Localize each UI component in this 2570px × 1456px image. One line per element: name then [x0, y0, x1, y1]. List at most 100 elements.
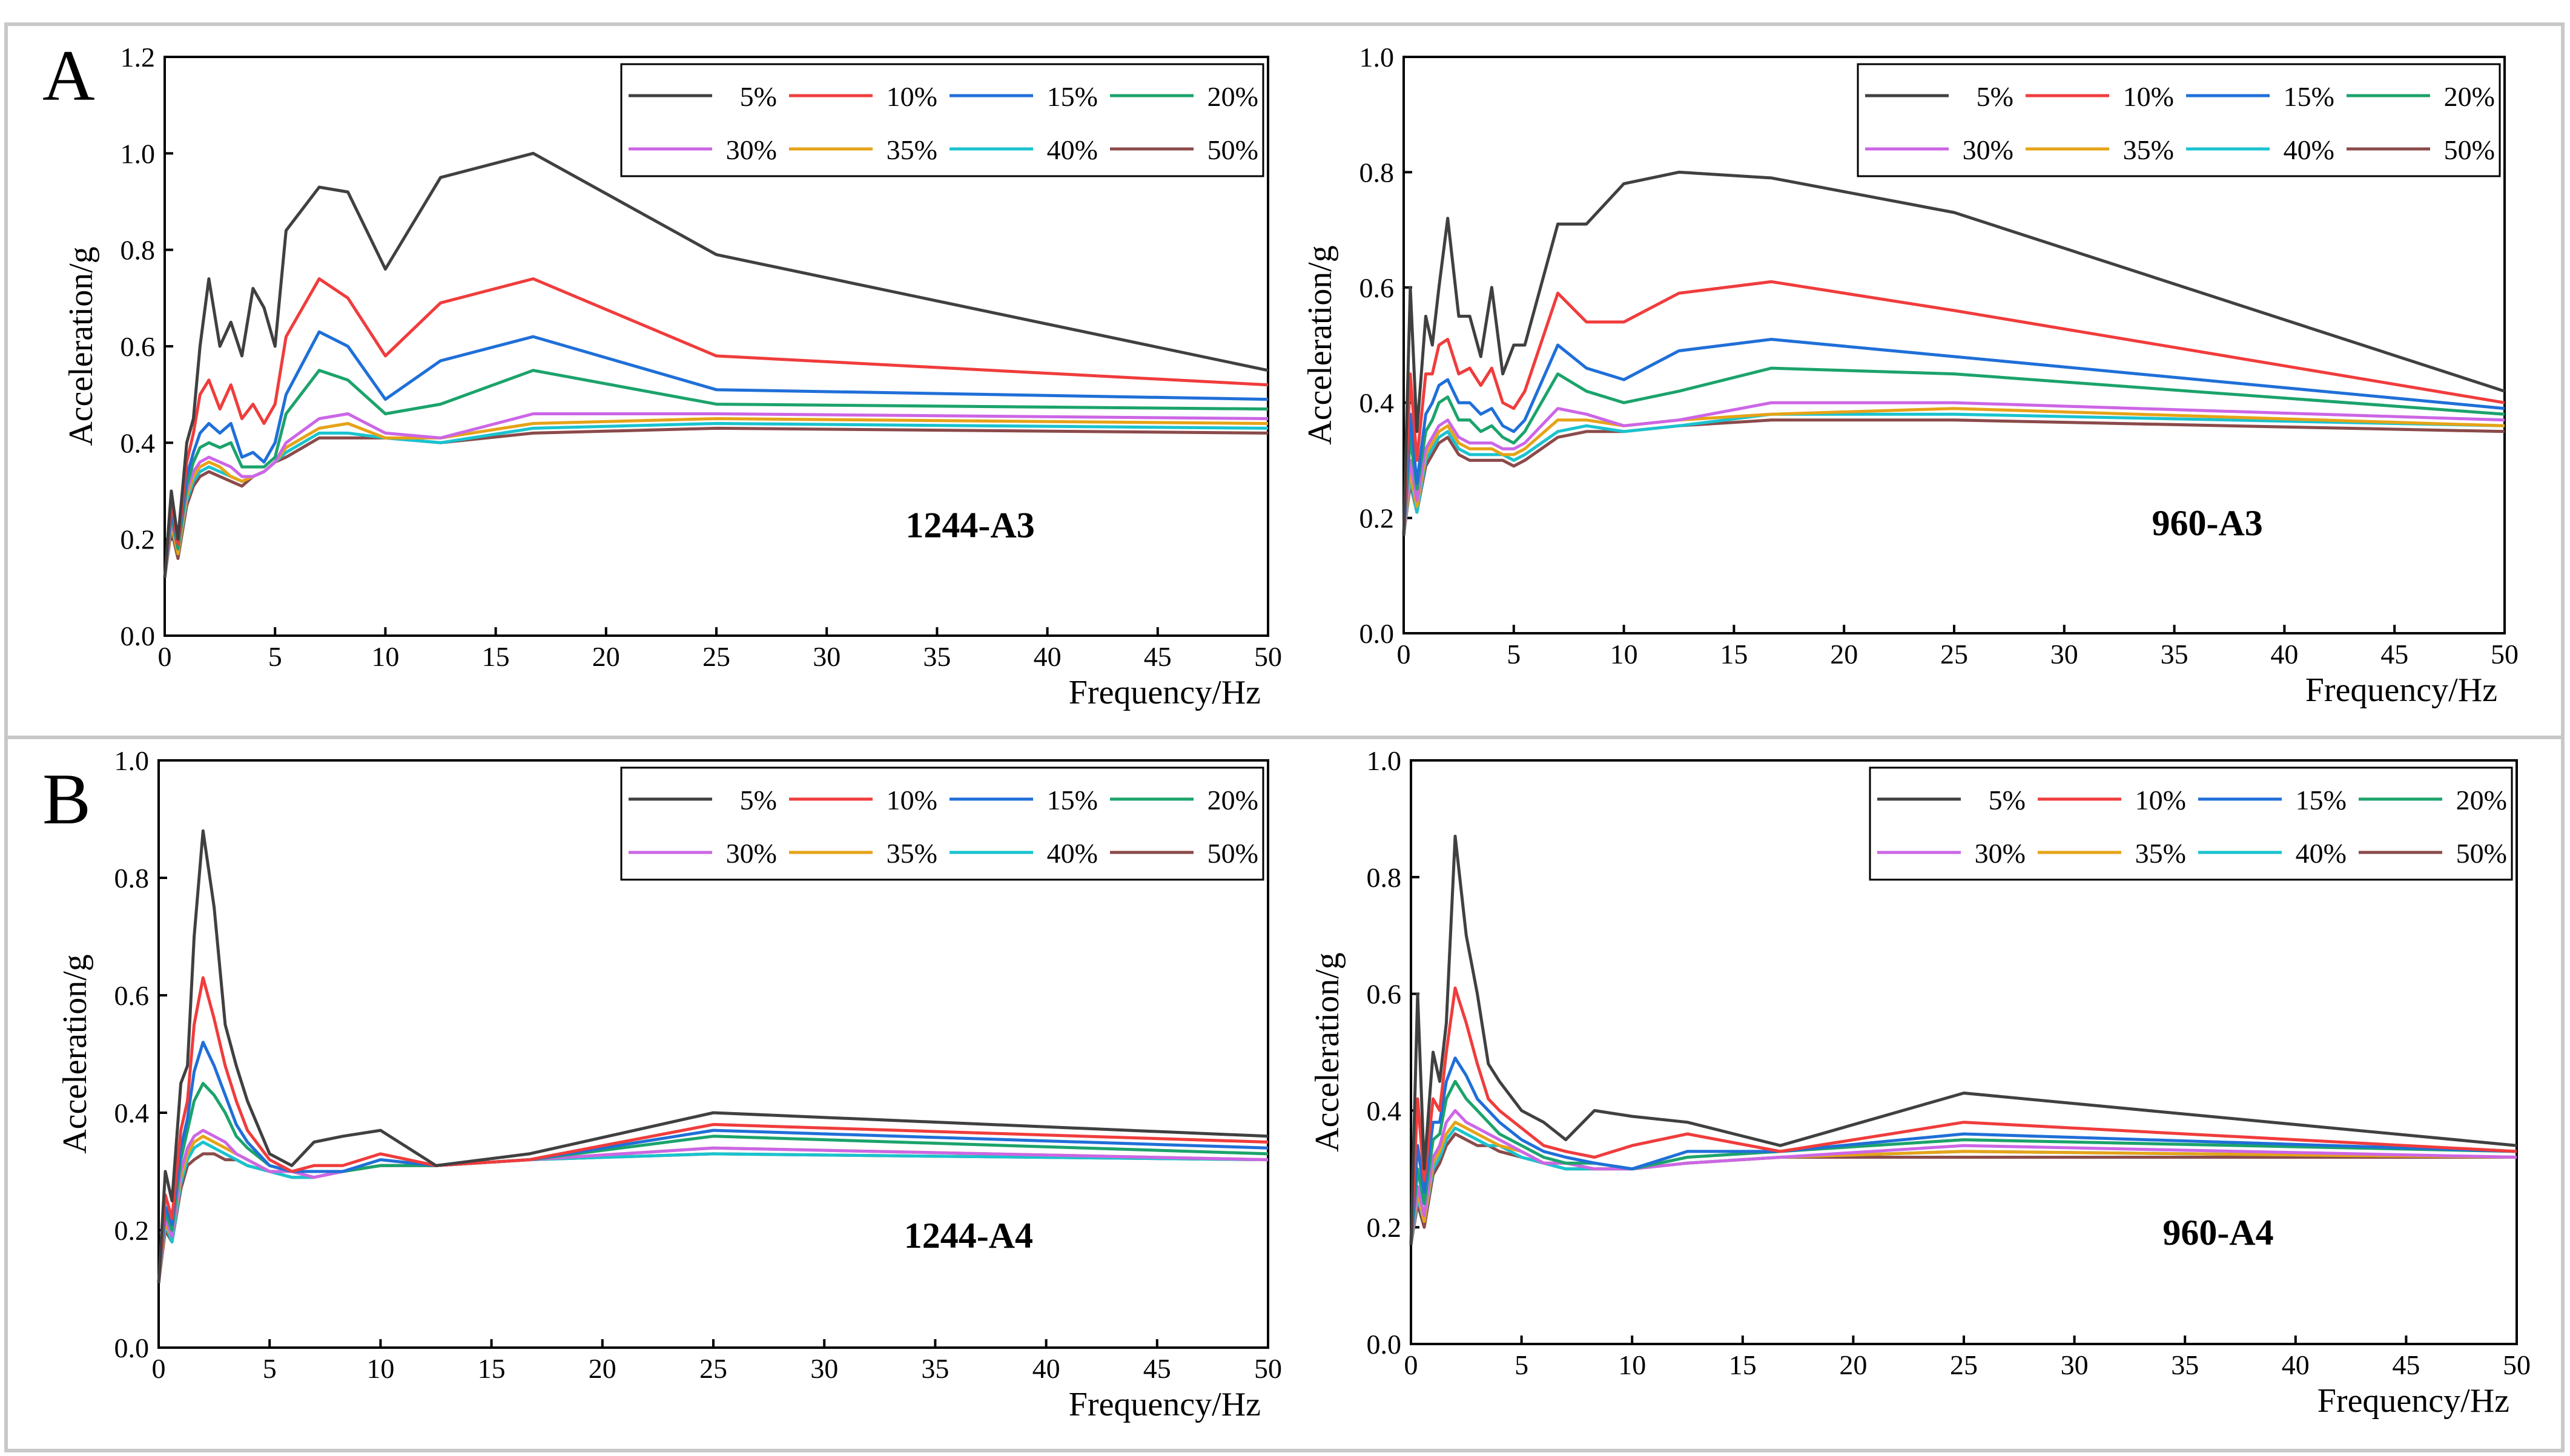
- legend-entry: 5%: [740, 81, 777, 112]
- y-tick-label: 1.2: [121, 42, 156, 73]
- legend-entry: 15%: [1047, 785, 1098, 815]
- x-tick-label: 50: [2491, 639, 2519, 670]
- legend-entry: 30%: [1963, 134, 2013, 165]
- x-tick-label: 40: [1032, 1353, 1060, 1384]
- y-tick-label: 0.0: [121, 621, 156, 651]
- y-tick-label: 0.4: [1367, 1095, 1402, 1126]
- x-tick-label: 45: [2380, 639, 2408, 670]
- legend-entry: 35%: [887, 838, 937, 869]
- x-tick-label: 20: [1830, 639, 1858, 670]
- series-line-40pct: [1402, 412, 2505, 536]
- legend-frame: [620, 766, 1264, 881]
- legend-entry: 15%: [1047, 81, 1098, 112]
- x-tick-label: 30: [813, 641, 841, 672]
- x-tick-label: 0: [158, 641, 172, 672]
- y-tick-label: 0.4: [1359, 387, 1395, 418]
- y-tick-label: 0.2: [1367, 1212, 1402, 1243]
- legend-entry: 40%: [2296, 838, 2347, 869]
- legend-entry: 20%: [2456, 785, 2507, 815]
- x-tick-label: 15: [1720, 639, 1748, 670]
- series-line-5pct: [1402, 170, 2505, 536]
- x-tick-label: 5: [1515, 1349, 1528, 1380]
- x-tick-label: 25: [699, 1353, 727, 1384]
- panel-label-b: B: [42, 759, 91, 839]
- x-tick-label: 5: [1507, 639, 1521, 670]
- series-line-15pct: [1409, 1056, 2517, 1245]
- x-tick-label: 35: [2161, 639, 2188, 670]
- series-line-20pct: [1402, 366, 2505, 536]
- chart-1244-a3: 0 5 10 15 20 25 30 35 40 45 50 0.0 0.2 0.4 0.6 0.8 1.0 1.…: [62, 42, 1282, 711]
- legend-entry: 5%: [1989, 785, 2026, 815]
- legend-entry: 30%: [1975, 838, 2026, 869]
- x-tick-label: 50: [1254, 641, 1282, 672]
- y-tick-label: 0.6: [1367, 979, 1402, 1010]
- legend-entry: 50%: [2456, 838, 2507, 869]
- x-tick-label: 10: [1618, 1349, 1646, 1380]
- series-line-30pct: [1402, 401, 2505, 536]
- legend-entry: 20%: [1207, 81, 1258, 112]
- x-tick-label: 30: [2050, 639, 2078, 670]
- series-line-5pct: [163, 151, 1269, 578]
- chart-annotation: 960-A4: [2162, 1213, 2273, 1253]
- y-tick-label: 0.6: [1359, 272, 1395, 303]
- y-axis-label: Acceleration/g: [62, 246, 100, 446]
- x-tick-label: 0: [1397, 639, 1411, 670]
- x-tick-label: 25: [702, 641, 730, 672]
- y-axis-label: Acceleration/g: [56, 954, 94, 1154]
- x-tick-label: 10: [371, 641, 399, 672]
- x-tick-label: 25: [1950, 1349, 1978, 1380]
- chart-annotation: 960-A3: [2152, 503, 2262, 543]
- series-line-20pct: [1409, 1079, 2517, 1245]
- series-line-10pct: [1409, 986, 2517, 1245]
- x-axis-label: Frequency/Hz: [2317, 1382, 2509, 1420]
- legend-entry: 10%: [887, 81, 937, 112]
- x-tick-label: 15: [478, 1353, 506, 1384]
- panel-b-frame: [4, 736, 2565, 1452]
- x-tick-label: 15: [482, 641, 510, 672]
- y-tick-label: 0.6: [121, 331, 156, 362]
- y-tick-label: 0.0: [1367, 1329, 1402, 1360]
- legend-entry: 20%: [1207, 785, 1258, 815]
- x-tick-label: 20: [589, 1353, 616, 1384]
- legend-entry: 5%: [1977, 81, 2013, 112]
- x-tick-label: 10: [366, 1353, 394, 1384]
- x-tick-label: 0: [152, 1353, 166, 1384]
- y-tick-label: 0.8: [1359, 157, 1395, 188]
- x-tick-label: 40: [1034, 641, 1062, 672]
- y-axis-label: Acceleration/g: [1301, 245, 1339, 445]
- y-tick-label: 0.8: [121, 235, 156, 266]
- series-line-10pct: [157, 976, 1269, 1283]
- x-tick-label: 35: [923, 641, 951, 672]
- x-tick-label: 50: [2503, 1349, 2531, 1380]
- y-tick-label: 0.4: [121, 427, 156, 458]
- legend-entry: 50%: [1207, 838, 1258, 869]
- series-line-15pct: [163, 330, 1269, 578]
- legend-entry: 10%: [2135, 785, 2186, 815]
- legend-entry: 10%: [2123, 81, 2174, 112]
- legend-entry: 20%: [2444, 81, 2495, 112]
- y-tick-label: 0.8: [1367, 862, 1402, 893]
- legend: 5% 10% 15% 20% 30% 35% 40% 50%: [1869, 766, 2513, 881]
- x-tick-label: 35: [2171, 1349, 2199, 1380]
- chart-1244-a4: 0 5 10 15 20 25 30 35 40 45 50 0.0 0.2 0.4 0.6 0.8 1.0 Fr…: [56, 745, 1282, 1423]
- legend-entry: 35%: [2123, 134, 2174, 165]
- legend-entry: 35%: [2135, 838, 2186, 869]
- x-tick-label: 5: [268, 641, 282, 672]
- legend-frame: [620, 63, 1264, 177]
- x-tick-label: 10: [1610, 639, 1638, 670]
- x-tick-label: 20: [592, 641, 620, 672]
- x-axis-label: Frequency/Hz: [1069, 1386, 1261, 1423]
- series-line-5pct: [157, 829, 1269, 1283]
- chart-960-a3: 0 5 10 15 20 25 30 35 40 45 50 0.0 0.2 0.4 0.6 0.8 1.0 Fr…: [1301, 42, 2519, 709]
- x-tick-label: 25: [1940, 639, 1968, 670]
- legend-entry: 50%: [2444, 134, 2495, 165]
- y-tick-label: 0.0: [1359, 618, 1395, 649]
- chart-annotation: 1244-A4: [904, 1216, 1033, 1256]
- series-line-10pct: [1402, 280, 2505, 536]
- legend-entry: 35%: [887, 134, 937, 165]
- x-tick-label: 5: [263, 1353, 277, 1384]
- y-tick-label: 0.8: [114, 863, 150, 894]
- y-tick-label: 0.2: [121, 524, 156, 555]
- series-line-10pct: [163, 277, 1269, 578]
- y-tick-label: 1.0: [114, 745, 150, 776]
